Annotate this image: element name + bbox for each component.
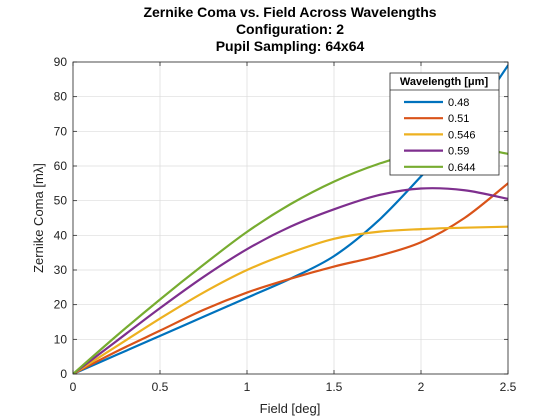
x-tick-label: 1 xyxy=(244,380,251,394)
y-tick-label: 90 xyxy=(54,55,68,69)
legend-label-0.59: 0.59 xyxy=(448,146,469,158)
series-line-0.59 xyxy=(73,187,508,374)
legend-label-0.48: 0.48 xyxy=(448,97,469,109)
y-tick-label: 70 xyxy=(54,124,68,138)
chart-title-line-3: Pupil Sampling: 64x64 xyxy=(216,38,365,54)
x-tick-label: 0 xyxy=(70,380,77,394)
series-line-0.546 xyxy=(73,225,508,374)
y-tick-label: 60 xyxy=(54,159,68,173)
y-tick-label: 0 xyxy=(60,367,67,381)
x-axis-label: Field [deg] xyxy=(260,401,321,416)
y-tick-label: 10 xyxy=(54,332,68,346)
legend: Wavelength [μm] 0.48 0.51 0.546 0.59 0.644 xyxy=(389,72,500,176)
series-line-0.51 xyxy=(73,182,508,374)
y-tick-label: 30 xyxy=(54,263,68,277)
y-tick-label: 40 xyxy=(54,228,68,242)
y-tick-label: 50 xyxy=(54,194,68,208)
plot-frame xyxy=(72,61,509,375)
x-tick-label: 2.5 xyxy=(500,380,517,394)
y-axis-label: Zernike Coma [mλ] xyxy=(31,163,46,273)
x-tick-label: 1.5 xyxy=(326,380,343,394)
x-tick-label: 0.5 xyxy=(152,380,169,394)
x-tick-label: 2 xyxy=(418,380,425,394)
legend-title: Wavelength [μm] xyxy=(400,76,489,88)
y-tick-label: 80 xyxy=(54,90,68,104)
legend-box xyxy=(389,72,500,176)
legend-label-0.51: 0.51 xyxy=(448,113,469,125)
legend-label-0.546: 0.546 xyxy=(448,129,476,141)
chart-title-line-2: Configuration: 2 xyxy=(236,21,344,37)
legend-label-0.644: 0.644 xyxy=(448,162,476,174)
chart-title-line-1: Zernike Coma vs. Field Across Wavelength… xyxy=(143,4,436,20)
y-tick-label: 20 xyxy=(54,298,68,312)
legend-items: 0.48 0.51 0.546 0.59 0.644 xyxy=(404,97,476,174)
